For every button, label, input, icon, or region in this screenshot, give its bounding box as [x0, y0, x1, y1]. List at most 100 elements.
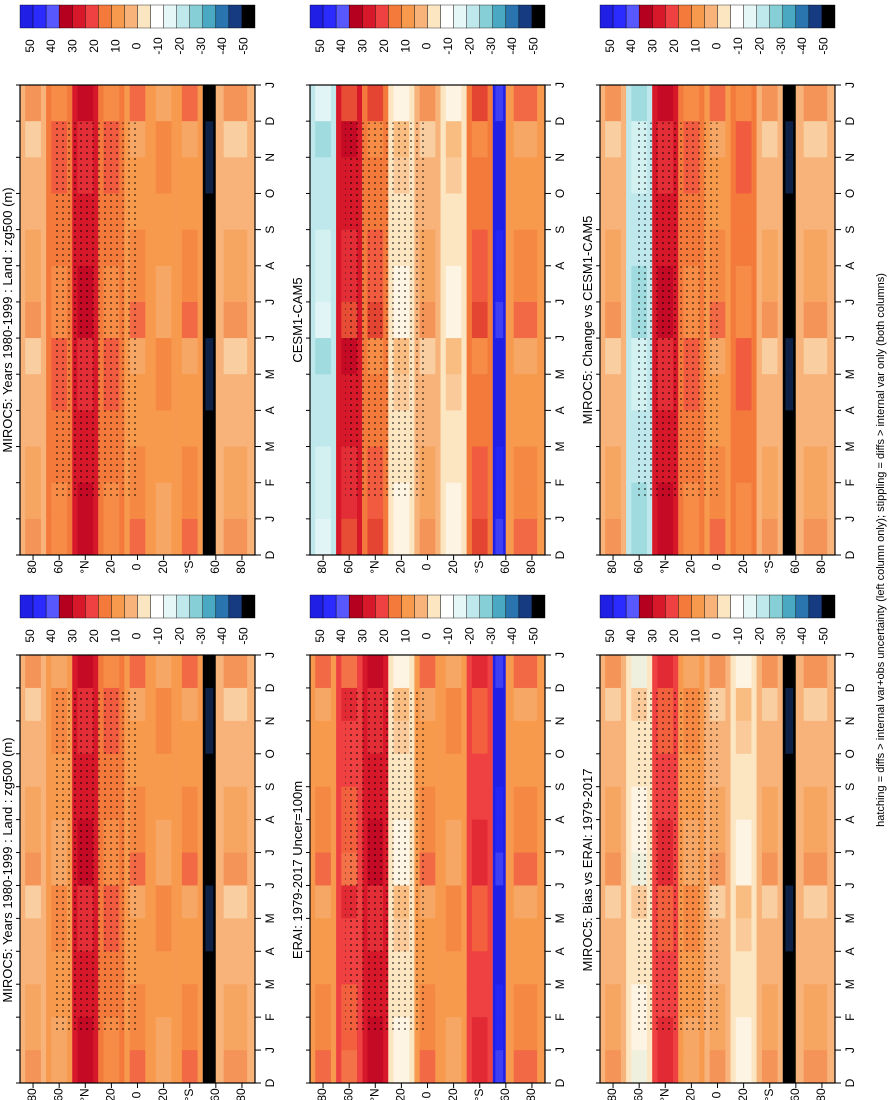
colorbar-swatch	[19, 594, 34, 619]
season-cell	[761, 918, 778, 952]
colorbar-swatch	[599, 4, 614, 29]
season-cell	[205, 193, 214, 230]
month-label: S	[553, 783, 567, 791]
colorbar-swatch	[730, 594, 744, 619]
season-cell	[803, 518, 828, 555]
season-cell	[25, 157, 41, 194]
season-cell	[605, 121, 621, 158]
month-label: J	[553, 1047, 567, 1053]
season-cell	[735, 720, 752, 754]
colorbar-swatch	[72, 4, 86, 29]
season-cell	[735, 121, 752, 158]
colorbar-swatch	[401, 594, 415, 619]
panel-1: D J F M A M J J A S O N D J 80 60 °N 20 0 20 °S 60 80 MIROC5: Y…	[0, 594, 277, 1100]
season-cell	[761, 157, 778, 194]
month-label: N	[553, 717, 567, 726]
month-label: F	[263, 479, 277, 486]
lat-label: °S	[472, 1089, 486, 1100]
lat-label: 0	[130, 1091, 144, 1098]
lat-label: 60	[341, 560, 355, 574]
season-cell	[803, 918, 828, 952]
season-cell	[513, 655, 538, 688]
month-label: O	[263, 749, 277, 758]
season-cell	[155, 374, 172, 411]
month-label: J	[553, 516, 567, 522]
colorbar-label: -50	[816, 37, 830, 55]
season-cell	[761, 193, 778, 230]
season-cell	[205, 1050, 214, 1083]
season-cell	[445, 655, 462, 688]
season-cell	[605, 984, 621, 1018]
season-cell	[495, 753, 504, 787]
colorbar-label: 50	[313, 629, 327, 643]
season-cell	[657, 1050, 674, 1083]
season-cell	[785, 446, 794, 483]
season-cell	[181, 1017, 198, 1051]
season-cell	[181, 984, 198, 1018]
colorbar-swatch	[335, 594, 350, 619]
season-cell	[785, 85, 794, 122]
colorbar-swatch	[808, 594, 823, 619]
colorbar-label: -40	[795, 627, 809, 645]
colorbar-swatch	[335, 4, 350, 29]
season-cell	[495, 157, 504, 194]
colorbar-swatch	[638, 594, 653, 619]
season-cell	[223, 482, 248, 519]
colorbar-swatch	[241, 594, 256, 619]
colorbar-label: 20	[87, 629, 101, 643]
colorbar-swatch	[348, 594, 363, 619]
colorbar-label: 20	[667, 39, 681, 53]
colorbar-label: 50	[313, 39, 327, 53]
colorbar-label: -30	[484, 37, 498, 55]
colorbar-swatch	[638, 4, 653, 29]
lat-label: °S	[762, 561, 776, 574]
season-cell	[155, 687, 172, 721]
season-cell	[181, 338, 198, 375]
season-cell	[735, 1050, 752, 1083]
season-cell	[181, 265, 198, 302]
lat-label: 60	[631, 560, 645, 574]
lat-label: 20	[104, 560, 118, 574]
colorbar-label: 50	[603, 629, 617, 643]
season-cell	[513, 374, 538, 411]
month-label: J	[263, 850, 277, 856]
season-cell	[471, 786, 488, 820]
month-label: D	[843, 1078, 857, 1087]
season-cell	[393, 85, 410, 122]
season-cell	[495, 518, 504, 555]
season-cell	[709, 518, 726, 555]
season-cell	[605, 720, 621, 754]
lat-label: 20	[684, 1088, 698, 1100]
season-cell	[513, 301, 538, 339]
colorbar-label: -50	[236, 627, 250, 645]
month-label: M	[553, 913, 567, 923]
season-cell	[25, 720, 41, 754]
season-cell	[25, 786, 41, 820]
season-cell	[223, 984, 248, 1018]
colorbar-swatch	[704, 4, 718, 29]
season-cell	[761, 446, 778, 483]
season-cell	[155, 229, 172, 266]
season-cell	[25, 819, 41, 853]
season-cell	[77, 1050, 94, 1083]
season-cell	[367, 655, 384, 688]
season-cell	[25, 446, 41, 483]
season-cell	[205, 85, 214, 122]
season-cell	[495, 482, 504, 519]
month-label: S	[843, 783, 857, 791]
season-cell	[735, 482, 752, 519]
season-cell	[785, 482, 794, 519]
season-cell	[605, 338, 621, 375]
season-cell	[205, 918, 214, 952]
season-cell	[735, 852, 752, 886]
colorbar-label: -20	[172, 627, 186, 645]
colorbar-swatch	[163, 594, 177, 619]
colorbar-swatch	[730, 4, 744, 29]
season-cell	[735, 446, 752, 483]
month-label: D	[553, 116, 567, 125]
season-cell	[735, 85, 752, 122]
season-cell	[155, 819, 172, 853]
season-cell	[155, 157, 172, 194]
season-cell	[223, 1017, 248, 1051]
